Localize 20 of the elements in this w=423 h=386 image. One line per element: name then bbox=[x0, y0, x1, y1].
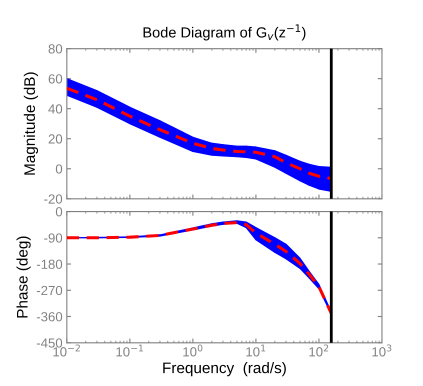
y-tick-label: -360 bbox=[36, 312, 62, 322]
y-axis-title: Phase (deg) bbox=[16, 236, 31, 318]
y-axis-title: Magnitude (dB) bbox=[24, 72, 38, 175]
x-tick-label: 10$^{2}$ bbox=[309, 344, 328, 357]
y-tick-label: -180 bbox=[36, 260, 62, 269]
y-tick-label: 0 bbox=[56, 207, 62, 216]
y-tick-label: 80 bbox=[48, 44, 62, 54]
chart-title: Bode Diagram of G$_{v}$(z$^{−1}$) bbox=[144, 24, 306, 40]
x-tick-label: 10$^{3}$ bbox=[372, 344, 392, 357]
y-tick-label: -90 bbox=[44, 233, 62, 243]
x-tick-label: 10$^{0}$ bbox=[183, 344, 202, 357]
y-tick-label: 60 bbox=[48, 74, 62, 84]
y-tick-label: -270 bbox=[36, 286, 62, 296]
y-tick-label: 20 bbox=[48, 134, 62, 144]
x-tick-label: 10$^{1}$ bbox=[246, 344, 266, 357]
y-tick-label: 40 bbox=[48, 104, 62, 114]
y-tick-label: -20 bbox=[44, 194, 62, 204]
y-tick-label: 0 bbox=[56, 164, 62, 174]
x-tick-label: 10$^{−1}$ bbox=[116, 344, 143, 357]
x-axis-title: Frequency (rad/s) bbox=[163, 362, 286, 376]
